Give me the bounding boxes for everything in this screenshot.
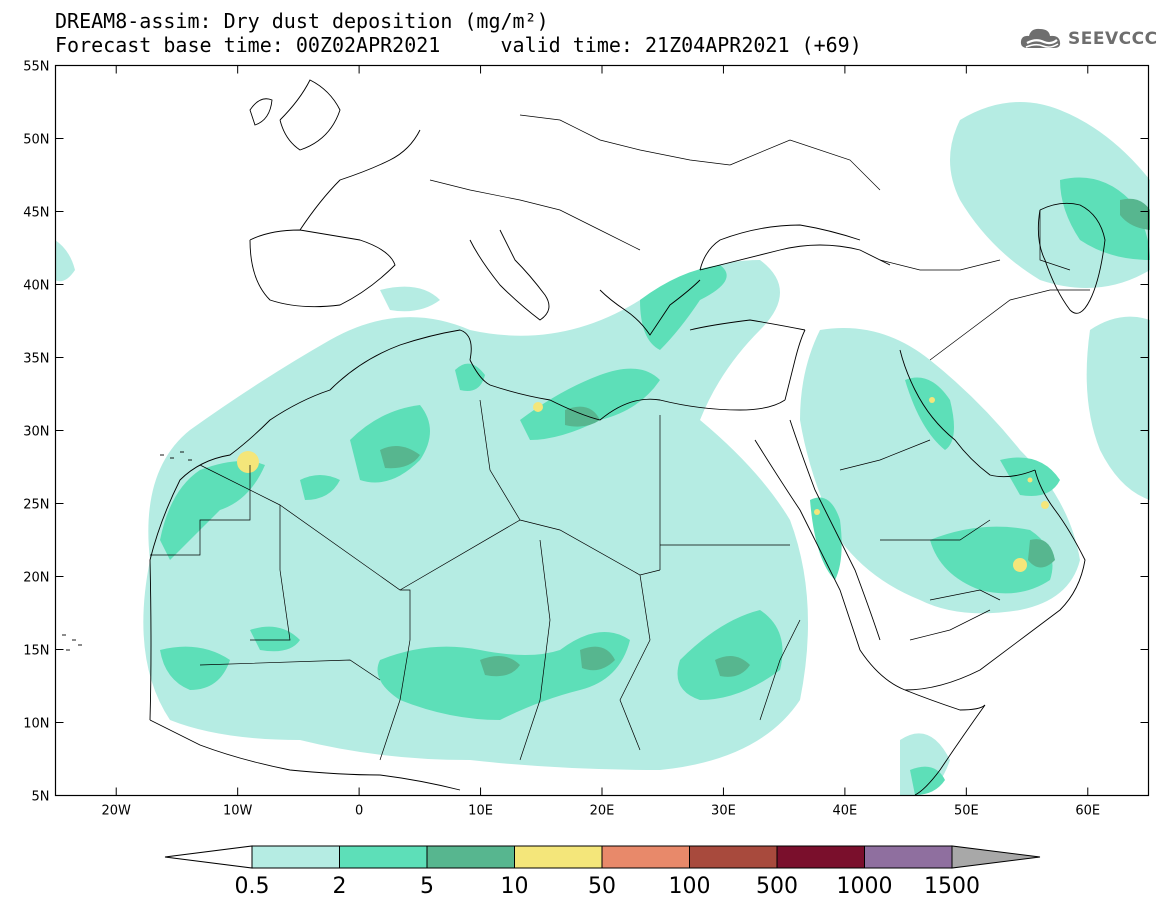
- colorbar-label: 2: [333, 874, 347, 899]
- latitude-axis: 55N 50N 45N 40N 35N 30N 25N 20N 15N 10N 5N: [23, 60, 1149, 805]
- colorbar-label: 50: [588, 874, 616, 899]
- lat-tick-label: 30N: [23, 425, 49, 440]
- lat-tick-label: 15N: [23, 644, 49, 659]
- colorbar-segment: [426, 845, 515, 869]
- colorbar-segment: [339, 845, 428, 869]
- colorbar-label: 1500: [924, 874, 980, 899]
- colorbar-segment: [514, 845, 603, 869]
- logo-text: SEEVCCC: [1068, 29, 1158, 49]
- lat-tick-label: 55N: [23, 60, 49, 75]
- lon-tick-label: 0: [355, 804, 363, 819]
- longitude-axis: 20W 10W 0 10E 20E 30E 40E 50E 60E: [102, 65, 1100, 819]
- colorbar-segment: [601, 845, 690, 869]
- lon-tick-label: 30E: [711, 804, 736, 819]
- lon-tick-label: 10W: [223, 804, 253, 819]
- colorbar: 0.5 2 5 10 50 100 500 1000 1500: [164, 845, 1041, 899]
- colorbar-segment: [251, 845, 340, 869]
- lat-tick-label: 35N: [23, 352, 49, 367]
- lon-tick-label: 50E: [954, 804, 979, 819]
- lon-tick-label: 20W: [102, 804, 132, 819]
- colorbar-upper-arrow: [951, 845, 1041, 869]
- country-borders: [150, 114, 1090, 761]
- colorbar-label: 10: [501, 874, 529, 899]
- lat-tick-label: 20N: [23, 571, 49, 586]
- colorbar-segment: [864, 845, 953, 869]
- chart-title: DREAM8-assim: Dry dust deposition (mg/m²…: [55, 9, 549, 33]
- cloud-icon: [1020, 28, 1061, 48]
- colorbar-segment: [776, 845, 865, 869]
- colorbar-label: 1000: [837, 874, 893, 899]
- lon-tick-label: 20E: [590, 804, 615, 819]
- colorbar-lower-arrow: [164, 845, 253, 869]
- lat-tick-label: 45N: [23, 206, 49, 221]
- lat-tick-label: 25N: [23, 498, 49, 513]
- lat-tick-label: 40N: [23, 279, 49, 294]
- lon-tick-label: 10E: [468, 804, 493, 819]
- colorbar-label: 100: [669, 874, 711, 899]
- coastlines: [62, 79, 1106, 796]
- lat-tick-label: 5N: [32, 790, 50, 805]
- colorbar-label: 500: [756, 874, 798, 899]
- lon-tick-label: 60E: [1075, 804, 1100, 819]
- chart-subtitle: Forecast base time: 00Z02APR2021 valid t…: [55, 33, 862, 57]
- lon-tick-label: 40E: [833, 804, 858, 819]
- deposition-shading: [55, 102, 1150, 795]
- colorbar-segment: [689, 845, 778, 869]
- lat-tick-label: 10N: [23, 717, 49, 732]
- seevccc-logo: SEEVCCC: [1018, 24, 1158, 54]
- colorbar-label: 0.5: [235, 874, 270, 899]
- colorbar-label: 5: [420, 874, 434, 899]
- lat-tick-label: 50N: [23, 133, 49, 148]
